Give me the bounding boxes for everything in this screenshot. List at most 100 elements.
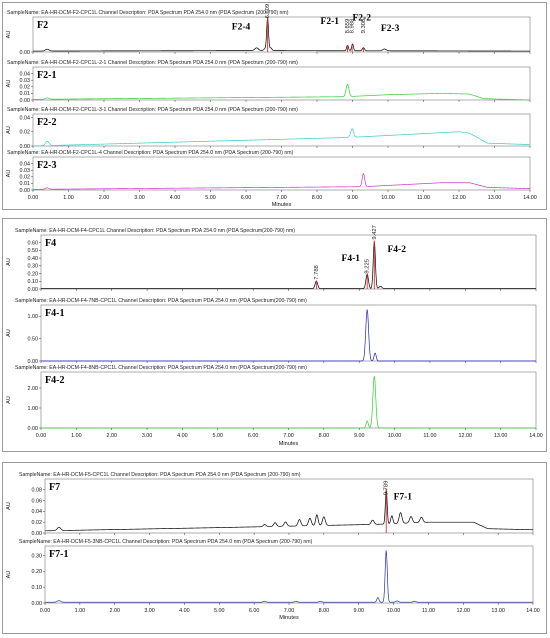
x-tick-label: 10.00 — [381, 195, 395, 201]
y-axis-label: AU — [6, 396, 12, 404]
y-axis-label: AU — [6, 126, 12, 134]
trace-label: F7 — [49, 482, 60, 493]
x-tick-label: 0.00 — [36, 433, 47, 439]
x-tick-label: 12.00 — [459, 433, 473, 439]
y-tick-label: 0.20 — [28, 271, 39, 277]
y-tick-label: 0.06 — [32, 498, 43, 504]
x-tick-label: 4.00 — [170, 195, 181, 201]
x-tick-label: 3.00 — [142, 433, 153, 439]
y-tick-label: 0.04 — [32, 509, 43, 515]
y-tick-label: 0.02 — [20, 175, 31, 181]
y-axis-label: AU — [6, 31, 12, 39]
x-tick-label: 8.00 — [319, 608, 330, 614]
y-tick-label: 0.50 — [28, 336, 39, 342]
y-tick-label: 0.00 — [20, 98, 31, 104]
trace-f4 — [41, 240, 536, 289]
retention-time-label: 9.427 — [372, 225, 378, 240]
x-tick-label: 8.00 — [319, 433, 330, 439]
retention-time-label: 7.788 — [314, 265, 320, 280]
y-tick-label: 0.00 — [28, 287, 39, 293]
x-tick-label: 9.00 — [354, 433, 365, 439]
trace-label: F7-1 — [49, 549, 68, 560]
y-tick-label: 0.08 — [32, 488, 43, 494]
y-tick-label: 0.00 — [28, 426, 39, 432]
x-tick-label: 10.00 — [388, 433, 402, 439]
x-tick-label: 14.00 — [526, 608, 540, 614]
x-tick-label: 2.00 — [99, 195, 110, 201]
y-tick-label: 0.03 — [20, 78, 31, 84]
trace-label: F2 — [37, 20, 48, 31]
x-tick-label: 5.00 — [213, 433, 224, 439]
trace-label: F2-2 — [37, 117, 56, 128]
plot-frame — [40, 371, 537, 429]
y-axis-label: AU — [6, 170, 12, 178]
y-tick-label: 1.00 — [28, 406, 39, 412]
plot-frame — [32, 66, 531, 101]
y-tick-label: 0.04 — [20, 161, 31, 167]
retention-time-label: 8.859 — [345, 19, 351, 34]
x-tick-label: 7.00 — [284, 608, 295, 614]
y-axis-label: AU — [6, 571, 12, 579]
x-axis-label: Minutes — [279, 441, 299, 447]
y-tick-label: 0.00 — [20, 50, 31, 56]
x-tick-label: 14.00 — [523, 195, 537, 201]
x-tick-label: 7.00 — [283, 433, 294, 439]
trace-f2-2 — [32, 128, 531, 147]
sample-name-f4: SampleName: EA-HR-DCM-F4-CPC1L Channel D… — [15, 228, 295, 234]
y-tick-label: 0.02 — [20, 85, 31, 91]
y-tick-label: 0.04 — [20, 115, 31, 121]
plot-frame — [44, 545, 534, 604]
x-tick-label: 12.00 — [452, 195, 466, 201]
x-tick-label: 0.00 — [40, 608, 51, 614]
x-tick-label: 9.00 — [347, 195, 358, 201]
trace-f2 — [33, 17, 530, 52]
y-tick-label: 0.01 — [20, 181, 31, 187]
x-tick-label: 2.00 — [106, 433, 117, 439]
peak-label: F4-1 — [342, 254, 361, 264]
x-tick-label: 7.00 — [276, 195, 287, 201]
peak-label: F7-1 — [394, 493, 413, 503]
chromatogram-group-f7: SampleName: EA-HR-DCM-F5-CPC1L Channel D… — [2, 462, 547, 634]
y-tick-label: 0.00 — [20, 188, 31, 194]
x-tick-label: 5.00 — [214, 608, 225, 614]
trace-label: F2-3 — [37, 160, 56, 171]
trace-f7-1 — [45, 550, 533, 603]
y-tick-label: 0.03 — [20, 168, 31, 174]
x-tick-label: 1.00 — [63, 195, 74, 201]
peak-label: F4-2 — [388, 245, 407, 255]
retention-time-label: 9.225 — [365, 259, 371, 274]
chart-svg-f7: SampleName: EA-HR-DCM-F5-CPC1L Channel D… — [6, 472, 540, 621]
y-tick-label: 1.00 — [28, 314, 39, 320]
peak-label: F2-3 — [381, 24, 400, 34]
x-tick-label: 9.00 — [353, 608, 364, 614]
peak-label: F2-1 — [321, 17, 340, 27]
trace-f4-1 — [41, 309, 536, 362]
y-axis-label: AU — [6, 329, 12, 337]
x-tick-label: 14.00 — [529, 433, 543, 439]
trace-f2-3 — [33, 173, 531, 190]
x-tick-label: 13.00 — [488, 195, 502, 201]
y-tick-label: 0.10 — [28, 279, 39, 285]
x-tick-label: 5.00 — [205, 195, 216, 201]
y-axis-label: AU — [6, 80, 12, 88]
y-tick-label: 0.50 — [28, 248, 39, 254]
sample-name-f2-3: SampleName: EA-HR-DCM-F2-CPC1L-4 Channel… — [7, 150, 294, 156]
y-tick-label: 2.00 — [28, 386, 39, 392]
plot-frame — [44, 478, 534, 534]
y-tick-label: 0.10 — [32, 585, 43, 591]
plot-frame — [40, 234, 537, 290]
retention-time-label: 6.609 — [265, 4, 271, 19]
trace-f4-2 — [41, 375, 536, 429]
y-tick-label: 0.20 — [32, 569, 43, 575]
y-tick-label: 0.00 — [32, 601, 43, 607]
y-tick-label: 0.00 — [28, 359, 39, 365]
y-tick-label: 0.30 — [32, 553, 43, 559]
trace-label: F4-1 — [45, 308, 64, 319]
sample-name-f4-2: SampleName: EA-HR-DCM-F4-8NB-CPC1L Chann… — [15, 365, 307, 371]
plot-frame — [32, 156, 531, 191]
y-tick-label: 0.01 — [20, 91, 31, 97]
plot-frame — [40, 304, 537, 362]
x-tick-label: 6.00 — [249, 608, 260, 614]
chromatogram-group-f4: SampleName: EA-HR-DCM-F4-CPC1L Channel D… — [2, 218, 547, 452]
trace-label: F2-1 — [37, 70, 56, 81]
